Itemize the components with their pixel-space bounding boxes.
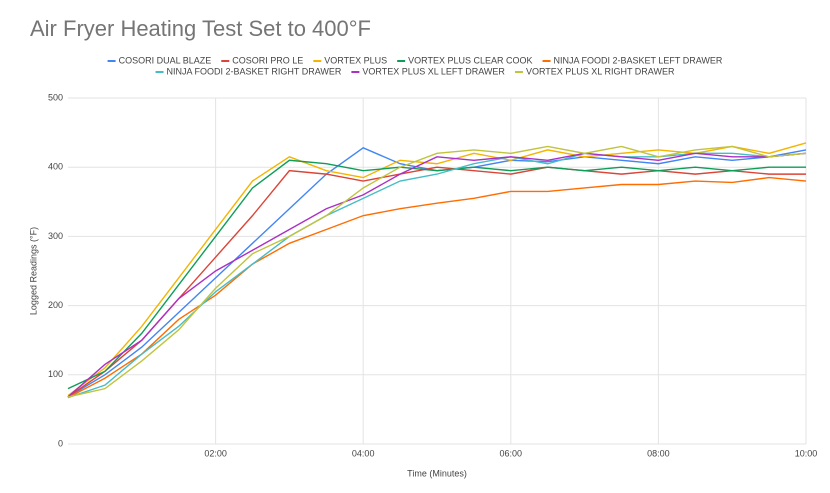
- x-axis-label: Time (Minutes): [407, 468, 467, 478]
- legend-item: COSORI DUAL BLAZE: [107, 55, 212, 65]
- series-line: [67, 145, 807, 398]
- legend-item: NINJA FOODI 2-BASKET LEFT DRAWER: [542, 55, 723, 65]
- series-line: [67, 152, 807, 399]
- legend-item: COSORI PRO LE: [221, 55, 303, 65]
- legend-item: VORTEX PLUS CLEAR COOK: [397, 55, 533, 65]
- x-tick-label: 02:00: [204, 448, 227, 458]
- legend-label: VORTEX PLUS CLEAR COOK: [408, 55, 532, 65]
- legend-label: VORTEX PLUS: [324, 55, 387, 65]
- series-line: [67, 176, 807, 399]
- series-line: [67, 152, 807, 398]
- legend-label: NINJA FOODI 2-BASKET RIGHT DRAWER: [167, 66, 342, 76]
- x-tick-label: 06:00: [500, 448, 523, 458]
- legend-label: COSORI PRO LE: [232, 55, 303, 65]
- chart-title: Air Fryer Heating Test Set to 400°F: [30, 16, 371, 41]
- y-tick-label: 400: [48, 162, 63, 172]
- y-tick-label: 100: [48, 369, 63, 379]
- legend-item: VORTEX PLUS XL RIGHT DRAWER: [514, 66, 675, 76]
- x-tick-label: 04:00: [352, 448, 375, 458]
- y-tick-label: 200: [48, 300, 63, 310]
- legend-item: VORTEX PLUS: [313, 55, 387, 65]
- y-tick-label: 0: [58, 438, 63, 448]
- y-tick-label: 500: [48, 92, 63, 102]
- legend-label: NINJA FOODI 2-BASKET LEFT DRAWER: [554, 55, 723, 65]
- y-tick-label: 300: [48, 231, 63, 241]
- legend-item: VORTEX PLUS XL LEFT DRAWER: [351, 66, 505, 76]
- legend-item: NINJA FOODI 2-BASKET RIGHT DRAWER: [155, 66, 342, 76]
- x-tick-label: 08:00: [647, 448, 670, 458]
- series-line: [67, 166, 806, 398]
- legend-label: VORTEX PLUS XL RIGHT DRAWER: [526, 66, 675, 76]
- series-line: [67, 159, 806, 390]
- x-tick-label: 10:00: [795, 448, 818, 458]
- y-axis-label: Logged Readings (°F): [28, 227, 38, 315]
- legend-label: COSORI DUAL BLAZE: [119, 55, 212, 65]
- legend-label: VORTEX PLUS XL LEFT DRAWER: [362, 66, 505, 76]
